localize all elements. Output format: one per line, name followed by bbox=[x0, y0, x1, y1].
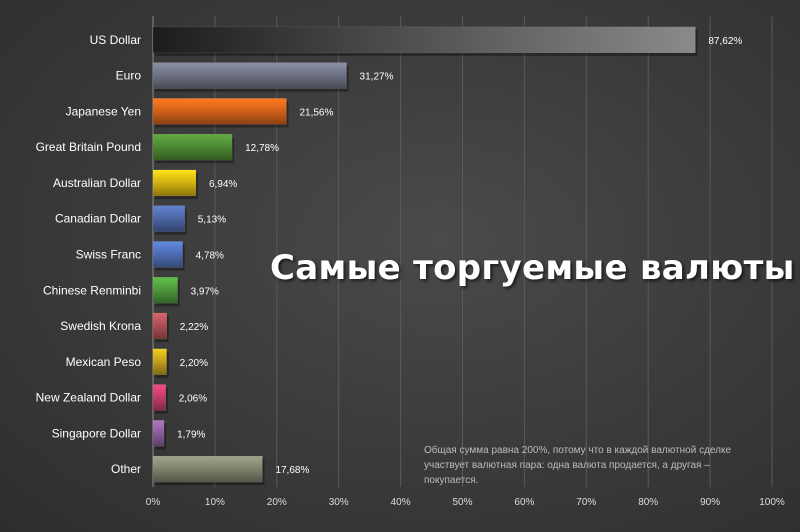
chart-note: Общая сумма равна 200%, потому что в каж… bbox=[424, 445, 732, 486]
data-label: 2,22% bbox=[180, 322, 208, 333]
x-tick-label: 100% bbox=[759, 497, 785, 508]
chart-title: Самые торгуемые валюты bbox=[270, 248, 795, 288]
data-label: 17,68% bbox=[275, 465, 309, 476]
bar bbox=[152, 98, 287, 125]
category-label: Chinese Renminbi bbox=[43, 283, 141, 297]
category-label: Australian Dollar bbox=[53, 176, 141, 190]
bar bbox=[152, 62, 347, 89]
bar bbox=[152, 277, 178, 304]
category-label: Mexican Peso bbox=[66, 355, 142, 369]
category-label: Swedish Krona bbox=[60, 319, 141, 333]
bar bbox=[152, 420, 165, 447]
x-tick-label: 90% bbox=[700, 497, 720, 508]
bar bbox=[152, 169, 197, 197]
x-tick-label: 80% bbox=[638, 497, 658, 508]
x-tick-label: 50% bbox=[452, 497, 472, 508]
x-tick-label: 20% bbox=[267, 497, 287, 508]
category-label: Great Britain Pound bbox=[36, 140, 141, 154]
bar bbox=[152, 26, 696, 54]
data-label: 87,62% bbox=[708, 36, 742, 47]
bar bbox=[152, 312, 167, 340]
category-label: Euro bbox=[116, 69, 142, 83]
bar bbox=[152, 133, 233, 161]
category-label: Singapore Dollar bbox=[52, 426, 141, 440]
x-tick-label: 0% bbox=[146, 497, 161, 508]
category-label: Swiss Franc bbox=[76, 248, 141, 262]
data-label: 21,56% bbox=[299, 107, 333, 118]
bar bbox=[152, 241, 183, 268]
data-label: 5,13% bbox=[198, 215, 226, 226]
data-label: 3,97% bbox=[191, 286, 219, 297]
data-label: 2,20% bbox=[180, 358, 208, 369]
x-tick-label: 40% bbox=[391, 497, 411, 508]
x-tick-label: 30% bbox=[329, 497, 349, 508]
bar bbox=[152, 455, 263, 483]
data-label: 31,27% bbox=[360, 72, 394, 83]
data-label: 1,79% bbox=[177, 429, 205, 440]
category-label: Japanese Yen bbox=[66, 104, 141, 118]
data-label: 4,78% bbox=[196, 251, 224, 262]
x-tick-label: 10% bbox=[205, 497, 225, 508]
bar bbox=[152, 205, 186, 232]
bar bbox=[152, 384, 167, 411]
data-label: 12,78% bbox=[245, 143, 279, 154]
category-label: New Zealand Dollar bbox=[36, 391, 141, 405]
bar bbox=[152, 348, 167, 376]
category-label: Canadian Dollar bbox=[55, 212, 141, 226]
x-tick-label: 70% bbox=[576, 497, 596, 508]
category-label: Other bbox=[111, 462, 141, 476]
data-label: 2,06% bbox=[179, 394, 207, 405]
x-tick-label: 60% bbox=[514, 497, 534, 508]
data-label: 6,94% bbox=[209, 179, 237, 190]
category-label: US Dollar bbox=[90, 33, 141, 47]
